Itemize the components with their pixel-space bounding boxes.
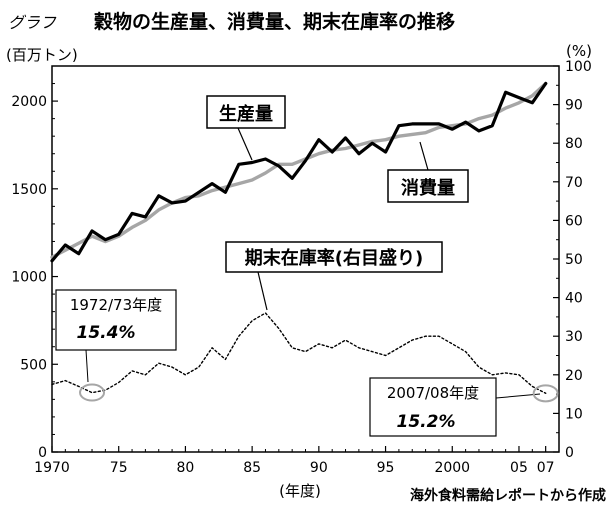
callout-consumption-leader (419, 141, 429, 171)
annotation-2007-box (369, 377, 497, 437)
chart-title-prefix: グラフ (8, 13, 57, 32)
callout-production-box (206, 95, 286, 129)
annotation-1973-leader (85, 349, 89, 383)
chart-title: 穀物の生産量、消費量、期末在庫率の推移 (94, 10, 455, 33)
x-tick-label: 80 (177, 460, 195, 476)
callout-stock: 期末在庫率(右目盛り) (225, 241, 443, 311)
x-tick-label: 95 (377, 460, 395, 476)
y-right-tick-label: 70 (565, 175, 583, 191)
callout-consumption-label: 消費量 (401, 177, 455, 199)
x-tick-label: 2000 (434, 460, 470, 476)
callout-consumption-box (387, 169, 469, 203)
y-right-tick-label: 40 (565, 291, 583, 307)
annotation-1973-marker (79, 383, 106, 402)
callout-production-label: 生産量 (219, 103, 273, 125)
y-right-tick-label: 80 (565, 136, 583, 152)
callout-production-leader (237, 127, 253, 161)
annotation-2007-value: 15.2% (397, 412, 456, 432)
annotation-2007-year: 2007/08年度 (387, 384, 479, 402)
series-line-2 (51, 312, 547, 394)
annotation-1973-value: 15.4% (77, 323, 136, 343)
y-left-tick-label: 1000 (11, 270, 47, 286)
y-left-tick-label: 1500 (11, 182, 47, 198)
x-unit: (年度) (279, 482, 321, 500)
annotation-2007-leader (495, 393, 541, 399)
y-left-unit: (百万トン) (6, 46, 78, 64)
y-right-tick-label: 10 (565, 406, 583, 422)
source-note: 海外食料需給レポートから作成 (410, 487, 606, 504)
x-tick-label: 75 (110, 460, 128, 476)
x-tick-label: 90 (310, 460, 328, 476)
series-line-0 (50, 81, 548, 263)
y-right-tick-label: 30 (565, 329, 583, 345)
y-right-tick-label: 90 (565, 98, 583, 114)
x-axis: 1970 75 80 85 90 95 2000 05 07 (34, 446, 555, 476)
x-tick-label: 05 (510, 460, 528, 476)
y-right-tick-label: 60 (565, 213, 583, 229)
x-tick-label: 1970 (34, 460, 70, 476)
callout-consumption: 消費量 (387, 141, 469, 203)
annotation-1973-year: 1972/73年度 (70, 296, 162, 314)
y-right-unit: (%) (566, 42, 592, 60)
y-right-tick-label: 0 (565, 445, 574, 461)
callout-production: 生産量 (206, 95, 286, 161)
y-right-tick-label: 20 (565, 368, 583, 384)
annotation-2007-marker (532, 384, 559, 403)
y-left-axis: 0 500 1000 1500 2000 (11, 83, 58, 461)
x-tick-label: 85 (243, 460, 261, 476)
annotation-1973-box (55, 289, 177, 351)
callout-stock-leader (257, 271, 268, 311)
callout-stock-box (225, 241, 443, 273)
annotation-2007: 2007/08年度 15.2% (369, 377, 559, 437)
y-left-tick-label: 500 (20, 357, 47, 373)
annotation-1973: 1972/73年度 15.4% (55, 289, 177, 402)
y-left-tick-label: 0 (38, 445, 47, 461)
x-tick-label: 07 (537, 460, 555, 476)
series-layer (50, 81, 548, 394)
y-right-axis: 0 10 20 30 40 50 60 70 80 90 100 (553, 59, 592, 461)
callout-stock-label: 期末在庫率(右目盛り) (245, 247, 423, 269)
y-left-tick-label: 2000 (11, 94, 47, 110)
y-right-tick-label: 50 (565, 252, 583, 268)
y-right-tick-label: 100 (565, 59, 592, 75)
